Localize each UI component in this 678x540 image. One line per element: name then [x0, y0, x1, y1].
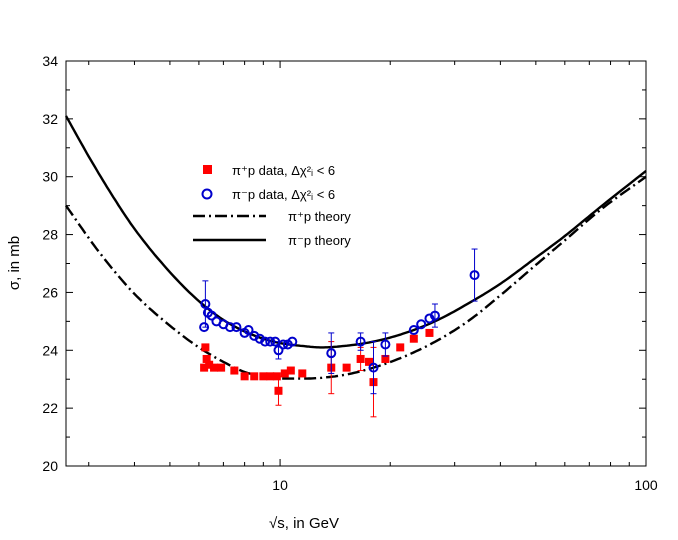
pi-plus-data-point	[356, 354, 365, 363]
pi-minus-theory-line	[64, 115, 647, 349]
pi-plus-data-point	[381, 354, 390, 363]
pi-minus-data-point	[368, 362, 379, 373]
pi-minus-data-point	[265, 336, 276, 347]
pi-plus-data-point	[210, 363, 219, 372]
legend-label: π⁺p theory	[288, 209, 351, 224]
y-tick-label: 22	[42, 400, 58, 416]
data-points	[199, 248, 480, 418]
legend-circle-icon	[201, 188, 213, 200]
pi-plus-data-point	[409, 334, 418, 343]
pi-minus-data-point	[326, 348, 337, 359]
legend-label: π⁻p data, Δχ²ᵢ < 6	[232, 187, 335, 202]
pi-plus-data-point	[425, 328, 434, 337]
pi-plus-data-point	[259, 372, 268, 381]
pi-plus-data-point	[274, 386, 283, 395]
y-tick-label: 20	[42, 458, 58, 474]
pi-minus-data-point	[231, 322, 242, 333]
pi-minus-data-point	[273, 345, 284, 356]
legend: π⁺p data, Δχ²ᵢ < 6 π⁻p data, Δχ²ᵢ < 6 π⁺p …	[193, 163, 351, 248]
pi-plus-data-point	[298, 369, 307, 378]
pi-minus-data-point	[243, 325, 254, 336]
pi-minus-data-point	[206, 310, 217, 321]
pi-minus-data-point	[429, 310, 440, 321]
axis-ticks: 20 22 24 26 28 30 32 34 10 100	[42, 53, 657, 493]
pi-minus-data-point	[225, 322, 236, 333]
x-axis-label: √s, in GeV	[269, 515, 339, 532]
y-tick-label: 30	[42, 169, 58, 185]
pi-minus-data-point	[416, 319, 427, 330]
y-axis-label: σ, in mb	[6, 236, 23, 290]
pi-plus-data-point	[396, 343, 405, 352]
theory-curves	[64, 115, 647, 380]
y-tick-label: 28	[42, 227, 58, 243]
pi-plus-theory-line	[65, 175, 647, 380]
y-tick-label: 26	[42, 284, 58, 300]
pi-minus-data-point	[278, 339, 289, 350]
pi-minus-data-point	[469, 270, 480, 281]
pi-minus-data-point	[287, 336, 298, 347]
pi-minus-data-point	[408, 325, 419, 336]
pi-plus-data-point	[202, 354, 211, 363]
pi-minus-data-point	[200, 299, 211, 309]
x-tick-label: 10	[272, 477, 288, 493]
y-tick-label: 24	[42, 342, 58, 358]
pi-plus-data-point	[240, 372, 249, 381]
pi-plus-data-point	[205, 360, 214, 369]
pi-minus-data-point	[380, 339, 391, 350]
pi-minus-data-point	[355, 336, 366, 347]
legend-label: π⁺p data, Δχ²ᵢ < 6	[232, 163, 335, 178]
pi-plus-data-point	[250, 372, 259, 381]
pi-plus-data-point	[365, 357, 374, 366]
y-tick-label: 34	[42, 53, 58, 69]
pi-plus-data-point	[266, 372, 275, 381]
pi-plus-data-point	[230, 366, 239, 375]
pi-plus-data-point	[217, 363, 226, 372]
pi-plus-data-point	[280, 369, 289, 378]
pi-plus-data-point	[201, 343, 210, 352]
pi-plus-data-point	[200, 363, 209, 372]
x-tick-label: 100	[634, 477, 658, 493]
plot-frame	[65, 60, 647, 467]
legend-square-icon	[203, 165, 212, 174]
legend-label: π⁻p theory	[288, 233, 351, 248]
pi-plus-data-point	[286, 366, 295, 375]
pi-plus-data-point	[342, 363, 351, 372]
y-tick-label: 32	[42, 111, 58, 127]
pi-minus-data-point	[260, 336, 271, 347]
